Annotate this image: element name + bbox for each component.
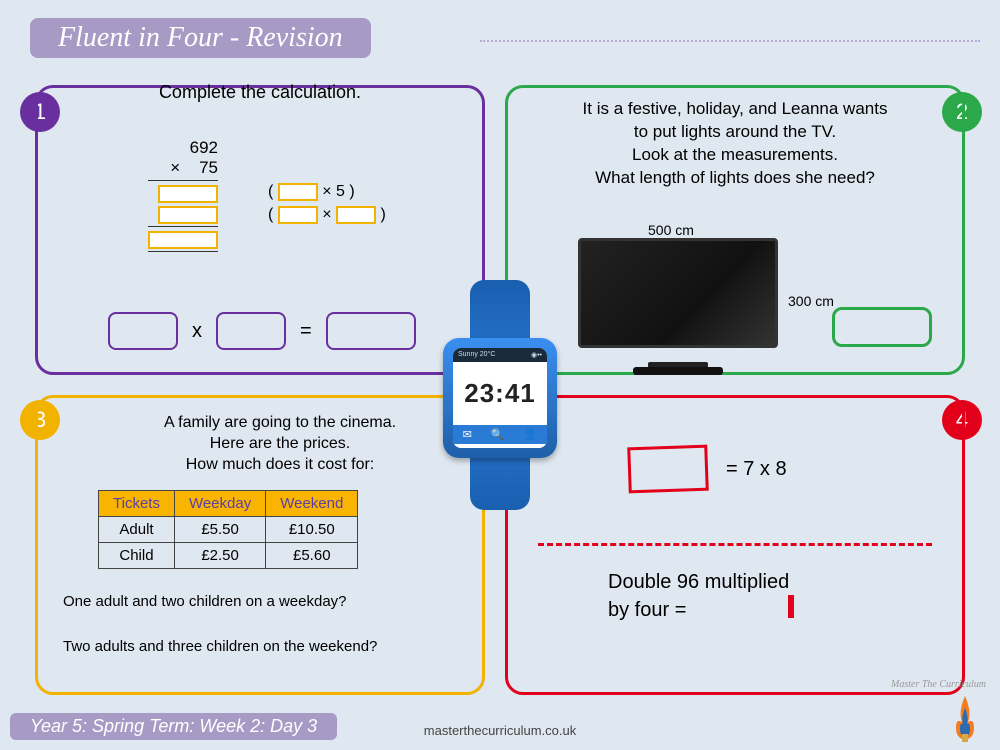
eq-box-3[interactable] — [326, 312, 416, 350]
tv-width-label: 500 cm — [648, 222, 694, 238]
panel-1: Complete the calculation. 692 × 75 ( × 5… — [35, 85, 485, 375]
tv-height-label: 300 cm — [788, 293, 834, 309]
paren-box-1[interactable] — [278, 183, 318, 201]
bottom-equation: x = — [108, 312, 416, 350]
eq-box-1[interactable] — [108, 312, 178, 350]
answer-box-partial1[interactable] — [158, 185, 218, 203]
panel-4-eq1: = 7 x 8 — [628, 446, 787, 492]
multiplication-setup: 692 × 75 — [148, 138, 218, 254]
logo-flame-icon — [950, 694, 980, 742]
title-divider — [480, 40, 980, 42]
smartwatch-image: Sunny 20°C ◉•• 23:41 ✉ 🔍 👤 — [425, 280, 575, 510]
th-tickets: Tickets — [99, 491, 175, 517]
th-weekday: Weekday — [174, 491, 265, 517]
eq-box-2[interactable] — [216, 312, 286, 350]
paren1-text: × 5 ) — [322, 183, 354, 200]
footer-term: Year 5: Spring Term: Week 2: Day 3 — [10, 713, 337, 740]
answer-box-double96[interactable] — [788, 595, 794, 618]
table-row: Child £2.50 £5.60 — [99, 543, 358, 569]
answer-box-7x8[interactable] — [627, 445, 709, 494]
footer-url: masterthecurriculum.co.uk — [424, 723, 576, 738]
search-icon: 🔍 — [491, 428, 505, 441]
panel-4-divider — [538, 543, 932, 546]
watch-status: Sunny 20°C — [458, 351, 495, 359]
th-weekend: Weekend — [266, 491, 358, 517]
paren-box-2a[interactable] — [278, 206, 318, 224]
multiplicand: 692 — [148, 138, 218, 158]
panel-3-question-2: Two adults and three children on the wee… — [63, 638, 377, 655]
brand-text: Master The Curriculum — [891, 679, 986, 690]
paren2-times: × — [322, 206, 331, 223]
mail-icon: ✉ — [463, 428, 472, 441]
tv-image — [578, 238, 778, 363]
panel-3: A family are going to the cinema. Here a… — [35, 395, 485, 695]
watch-time: 23:41 — [453, 362, 547, 425]
panel-4-question-2: Double 96 multiplied by four = — [608, 568, 789, 624]
panel-1-header: Complete the calculation. — [38, 82, 482, 103]
wifi-icon: ◉•• — [531, 351, 542, 359]
eq-7x8: = 7 x 8 — [726, 458, 787, 481]
table-row: Adult £5.50 £10.50 — [99, 517, 358, 543]
panel-3-question-1: One adult and two children on a weekday? — [63, 593, 347, 610]
answer-box-total[interactable] — [148, 231, 218, 249]
panel-3-text: A family are going to the cinema. Here a… — [98, 413, 462, 475]
multiplier: 75 — [199, 158, 218, 177]
price-table: Tickets Weekday Weekend Adult £5.50 £10.… — [98, 490, 358, 569]
times-symbol: × — [170, 158, 180, 177]
eq-times: x — [192, 320, 202, 343]
paren-box-2b[interactable] — [336, 206, 376, 224]
answer-box-panel2[interactable] — [832, 307, 932, 347]
page-title: Fluent in Four - Revision — [30, 18, 371, 58]
person-icon: 👤 — [524, 428, 538, 441]
partial-products: ( × 5 ) ( × ) — [268, 183, 386, 229]
panel-2-text: It is a festive, holiday, and Leanna wan… — [528, 98, 942, 190]
answer-box-partial2[interactable] — [158, 206, 218, 224]
eq-equals: = — [300, 320, 312, 343]
